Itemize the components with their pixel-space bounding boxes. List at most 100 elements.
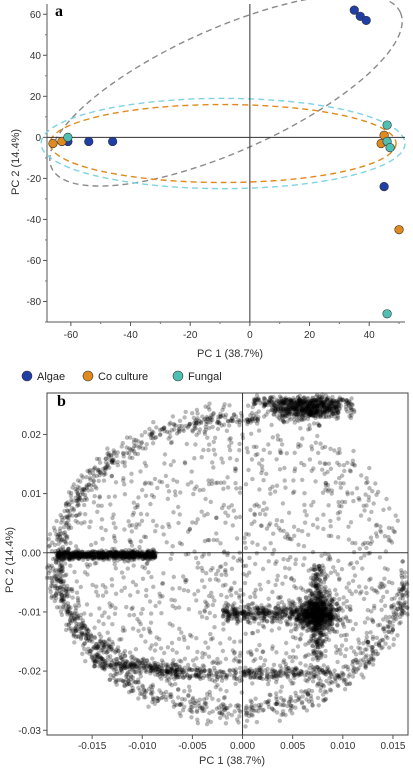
panel-b-point [182, 689, 187, 694]
panel-b-point [160, 581, 165, 586]
panel-b-point [167, 422, 172, 427]
panel-b-point [137, 552, 143, 558]
panel-b-point [82, 641, 88, 646]
panel-b-point [75, 554, 80, 559]
panel-b-point [309, 444, 314, 449]
panel-b-point [129, 550, 134, 555]
panel-b-point [253, 708, 259, 713]
panel-b-point [266, 596, 271, 601]
panel-b-point [82, 646, 87, 652]
panel-b-point [250, 707, 255, 713]
panel-b-point [217, 710, 222, 716]
panel-b-point [119, 549, 125, 554]
panel-b-point [107, 550, 113, 555]
panel-b-point [197, 427, 203, 432]
panel-b-point [337, 576, 342, 581]
panel-b-point [164, 678, 170, 683]
panel-b-point [389, 540, 395, 545]
panel-b-point [108, 552, 114, 557]
panel-b-point [54, 518, 59, 524]
panel-b-point [177, 702, 182, 707]
panel-b-point [402, 574, 408, 579]
panel-b-point [332, 668, 337, 673]
panel-b-point [253, 657, 258, 662]
panel-b-point [185, 425, 190, 430]
panel-b-point [222, 695, 227, 700]
panel-b-point [386, 538, 391, 543]
panel-b-point [153, 642, 159, 647]
panel-b-point [326, 487, 331, 492]
panel-b-point [404, 580, 409, 585]
panel-b-point [316, 603, 321, 609]
panel-b-point [69, 490, 74, 496]
panel-b-point [111, 552, 117, 558]
panel-b-point [60, 574, 65, 579]
panel-b-point [85, 552, 91, 557]
panel-b-point [243, 563, 249, 568]
panel-b-point [103, 528, 108, 533]
panel-b-point [229, 440, 234, 445]
panel-b-point [303, 601, 308, 606]
panel-b-point [84, 552, 90, 557]
panel-b-point [214, 706, 219, 711]
panel-b-point [193, 422, 198, 427]
panel-b-point [108, 551, 114, 556]
panel-b-point [112, 553, 117, 558]
panel-b-point [66, 550, 72, 556]
panel-b-point [211, 410, 216, 416]
panel-b-point [252, 503, 257, 508]
panel-b-point [55, 585, 61, 591]
panel-b-point [196, 421, 201, 426]
panel-b-point [166, 677, 171, 682]
panel-b-point [343, 678, 348, 683]
panel-b-point [386, 624, 392, 630]
panel-b-point [57, 591, 62, 597]
panel-b-point [245, 417, 250, 422]
panel-b-point [191, 415, 197, 421]
panel-b-point [384, 496, 389, 502]
panel-b-point [107, 677, 113, 682]
panel-b-point [132, 554, 138, 559]
panel-b-point [216, 578, 221, 583]
panel-b-point [148, 620, 154, 625]
panel-b-point [237, 595, 242, 600]
panel-b-point [233, 656, 238, 661]
panel-b-point [400, 559, 406, 564]
panel-b-point [162, 429, 167, 434]
legend-marker-fungal [172, 370, 184, 382]
panel-b-point [172, 676, 177, 682]
panel-b-point [319, 682, 324, 687]
panel-a-ellipse-co-culture [49, 103, 397, 184]
panel-b-point [336, 618, 341, 624]
panel-b-point [171, 704, 177, 709]
panel-b-point [371, 650, 376, 655]
panel-b-point [78, 511, 83, 516]
panel-b-point [282, 478, 287, 483]
panel-b-point [87, 549, 92, 555]
panel-b-point [103, 663, 108, 668]
panel-b-point [136, 552, 141, 557]
panel-b-point [204, 701, 209, 706]
panel-b-point [65, 601, 71, 606]
panel-b-point [56, 550, 62, 556]
panel-b-point [250, 713, 255, 718]
panel-b-point [152, 551, 157, 557]
panel-b-point [66, 609, 71, 614]
panel-b-point [266, 704, 272, 710]
panel-b-point [184, 577, 189, 583]
panel-b-point [247, 417, 252, 423]
panel-b-point [98, 551, 104, 557]
panel-b-point [386, 525, 392, 531]
panel-b-point [318, 618, 323, 623]
panel-b-point [291, 578, 297, 583]
panel-b-point [126, 554, 131, 559]
panel-b-point [123, 551, 128, 556]
panel-b-point [402, 570, 408, 575]
panel-b-point [231, 412, 237, 417]
panel-b-point [229, 585, 234, 591]
panel-b-x-tick-label: 0.015 [380, 741, 405, 752]
panel-b-point [260, 708, 265, 713]
panel-b-point [109, 550, 115, 556]
panel-b-point [96, 551, 102, 556]
panel-b-point [382, 626, 387, 631]
